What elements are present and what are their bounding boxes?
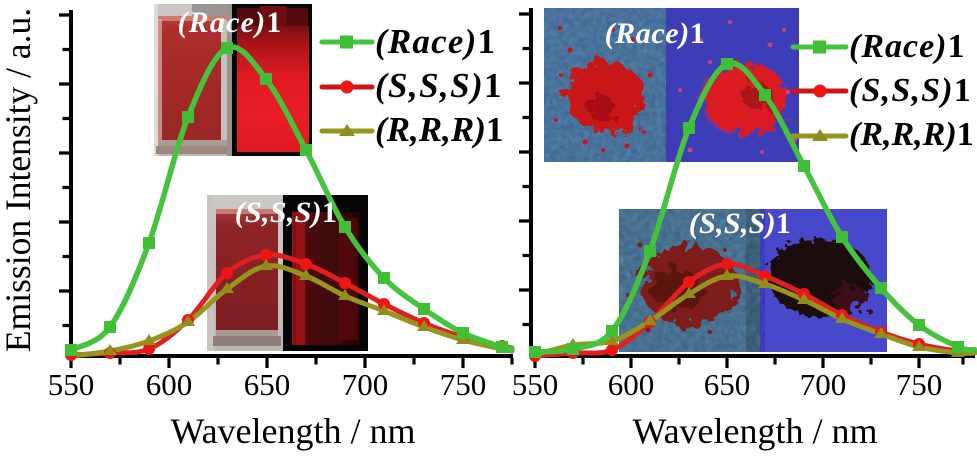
svg-text:600: 600 (608, 367, 655, 402)
svg-text:Wavelength / nm: Wavelength / nm (170, 411, 415, 451)
svg-text:(S,S,S)1: (S,S,S)1 (235, 196, 337, 229)
svg-text:(Race)1: (Race)1 (177, 6, 282, 39)
svg-text:750: 750 (896, 367, 943, 402)
svg-text:(S,S,S)1: (S,S,S)1 (849, 72, 972, 109)
svg-text:(S,S,S)1: (S,S,S)1 (689, 207, 791, 240)
svg-text:(R,R,R)1: (R,R,R)1 (849, 116, 974, 153)
svg-text:(Race)1: (Race)1 (849, 28, 966, 65)
svg-text:(Race)1: (Race)1 (605, 17, 706, 50)
svg-text:650: 650 (704, 367, 751, 402)
svg-text:Emission Intensity / a.u.: Emission Intensity / a.u. (0, 8, 38, 352)
svg-text:700: 700 (800, 367, 847, 402)
svg-text:(R,R,R)1: (R,R,R)1 (375, 110, 503, 149)
svg-text:(S,S,S)1: (S,S,S)1 (375, 66, 503, 105)
svg-text:700: 700 (342, 367, 389, 402)
svg-text:750: 750 (440, 367, 487, 402)
svg-text:(Race)1: (Race)1 (375, 22, 496, 61)
svg-text:600: 600 (146, 367, 193, 402)
svg-text:550: 550 (512, 367, 559, 402)
svg-text:Wavelength / nm: Wavelength / nm (632, 411, 877, 451)
svg-text:650: 650 (244, 367, 291, 402)
svg-text:550: 550 (48, 367, 95, 402)
